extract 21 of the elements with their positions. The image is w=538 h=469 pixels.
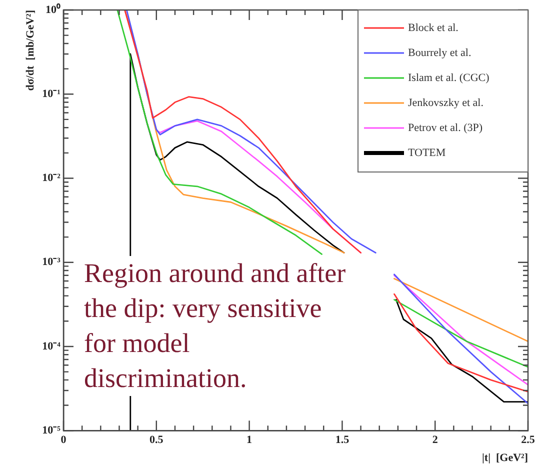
y-tick-label: 10⁻⁵	[42, 424, 62, 436]
legend-label: TOTEM	[408, 146, 446, 159]
x-tick-label: 1.5	[335, 434, 350, 446]
x-tick-label: 0	[60, 434, 67, 446]
y-tick-label: 10⁰	[46, 2, 60, 16]
x-tick-label: 2.5	[521, 434, 536, 446]
legend-label: Jenkovszky et al.	[408, 96, 484, 109]
legend-label: Petrov et al. (3P)	[408, 122, 483, 134]
annotation: Region around and after the dip: very sensitive for model discrimination.	[84, 256, 352, 396]
x-tick-label: 1	[246, 434, 252, 446]
x-tick-label: 2	[432, 434, 438, 446]
y-tick-label: 10⁻⁴	[42, 340, 62, 352]
legend-label: Bourrely et al.	[408, 46, 472, 59]
y-tick-label: 10⁻¹	[42, 88, 60, 100]
x-tick-label: 0.5	[150, 434, 164, 446]
y-axis-title: dσ/dt [mb/GeV²]	[24, 10, 36, 91]
y-tick-label: 10⁻³	[42, 256, 62, 268]
legend-label: Block et al.	[408, 22, 459, 34]
y-tick-label: 10⁻²	[42, 172, 62, 184]
legend-label: Islam et al. (CGC)	[408, 72, 490, 84]
x-axis-title: |t| [GeV²]	[482, 452, 528, 464]
